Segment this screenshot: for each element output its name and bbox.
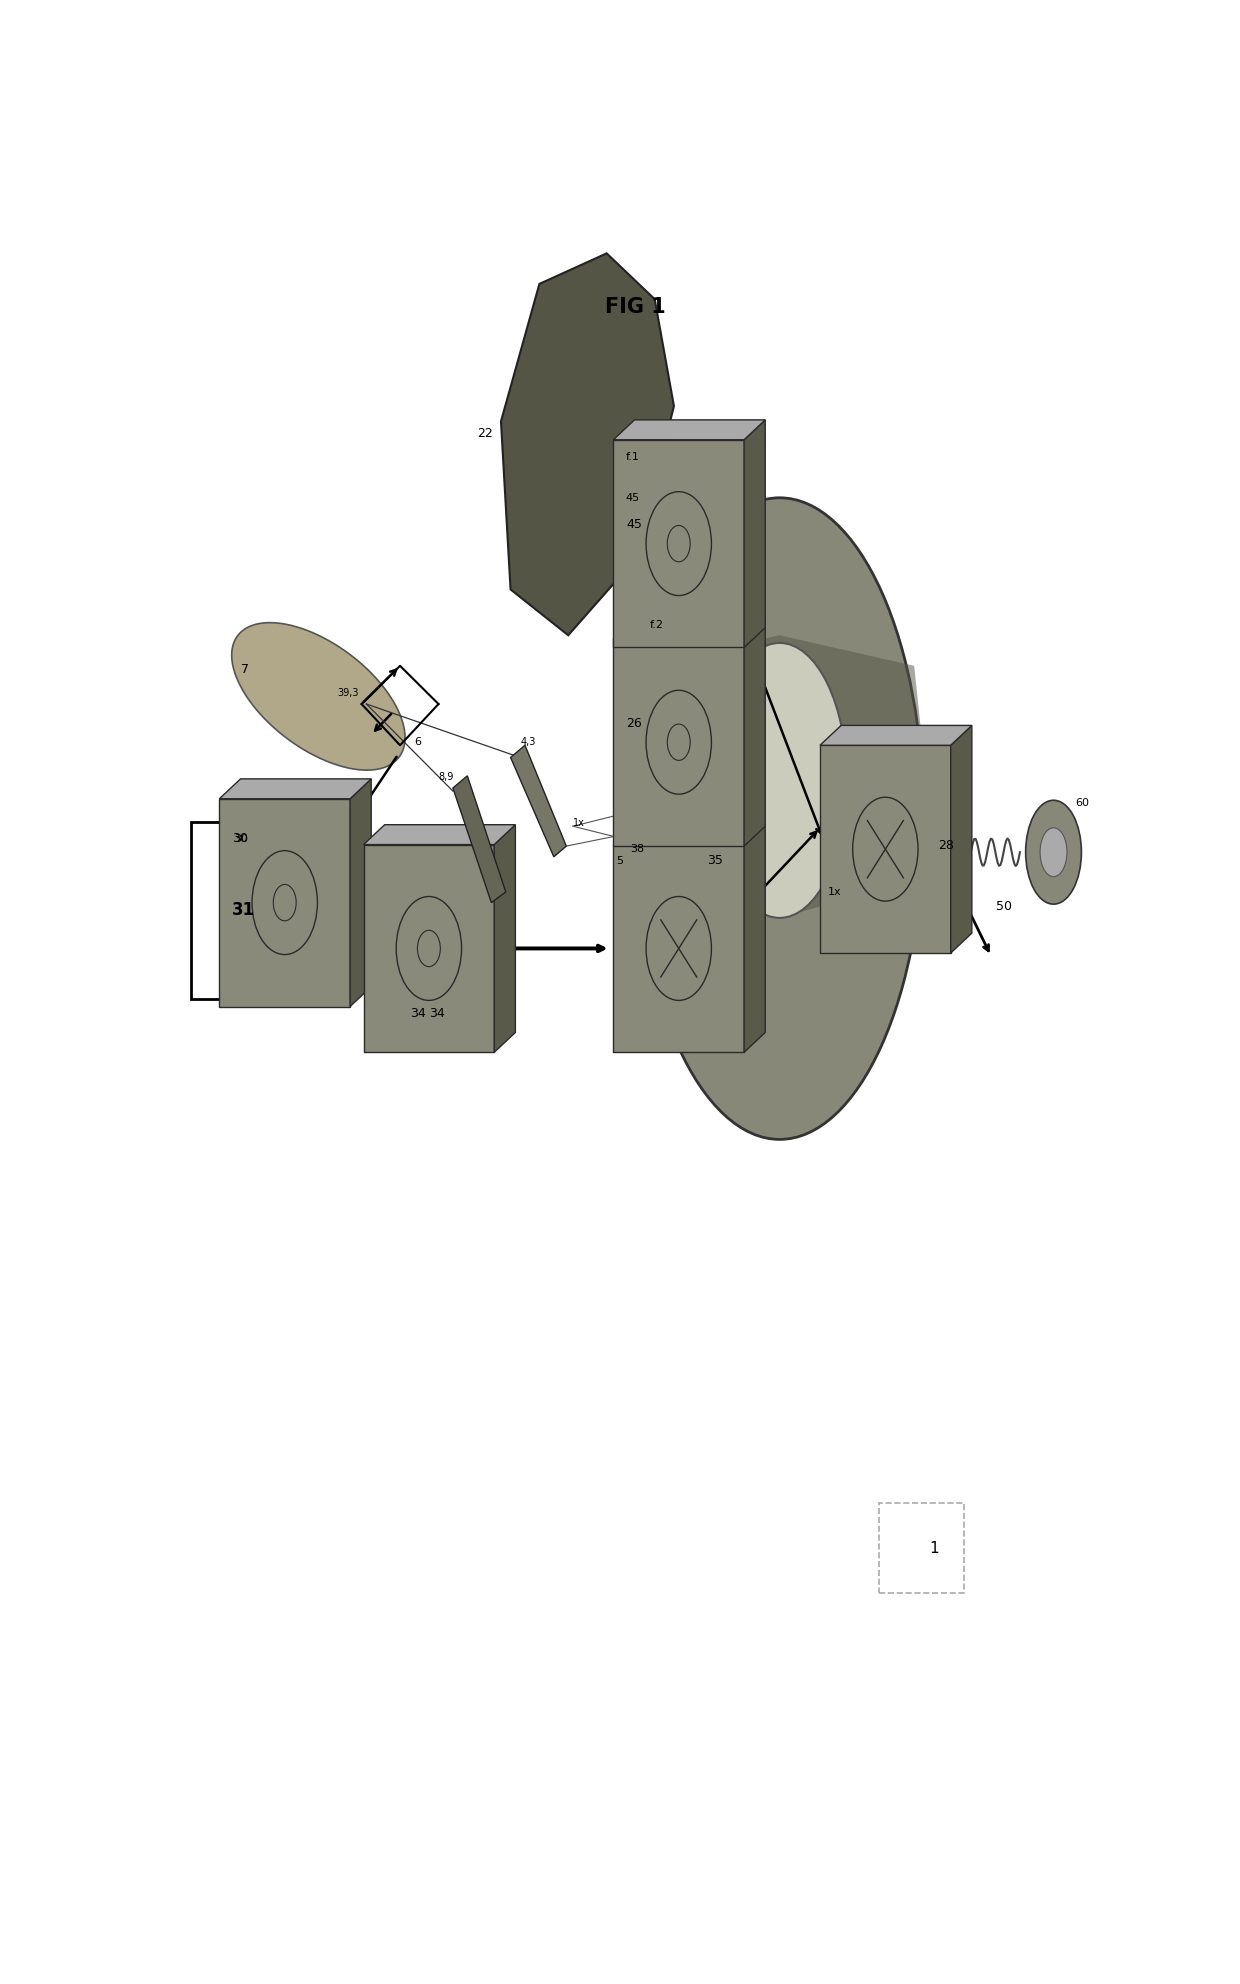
- Polygon shape: [614, 845, 744, 1052]
- Polygon shape: [614, 639, 744, 845]
- Polygon shape: [951, 726, 972, 952]
- Text: 31: 31: [232, 901, 255, 919]
- Text: 6: 6: [414, 738, 422, 748]
- Polygon shape: [219, 780, 371, 800]
- Text: 39,3: 39,3: [337, 688, 360, 698]
- Ellipse shape: [712, 643, 847, 919]
- Polygon shape: [744, 421, 765, 647]
- FancyBboxPatch shape: [191, 821, 298, 998]
- Ellipse shape: [635, 498, 924, 1139]
- Text: 50: 50: [996, 901, 1012, 913]
- Polygon shape: [363, 845, 495, 1052]
- Polygon shape: [501, 254, 675, 635]
- Polygon shape: [635, 635, 924, 919]
- Text: 26: 26: [626, 716, 641, 730]
- Text: 28: 28: [939, 839, 954, 853]
- Text: 35: 35: [708, 855, 723, 867]
- Polygon shape: [614, 440, 744, 647]
- Polygon shape: [820, 746, 951, 952]
- Text: 45: 45: [626, 518, 642, 532]
- Text: 1x: 1x: [573, 817, 585, 827]
- Polygon shape: [614, 825, 765, 845]
- Text: FIG 1: FIG 1: [605, 298, 666, 317]
- Polygon shape: [820, 726, 972, 746]
- Text: 30: 30: [234, 833, 248, 843]
- Text: 38: 38: [630, 845, 644, 855]
- Text: 22: 22: [477, 427, 492, 440]
- Ellipse shape: [1025, 800, 1081, 905]
- Polygon shape: [511, 746, 567, 857]
- Text: 8,9: 8,9: [439, 772, 454, 782]
- Polygon shape: [363, 825, 516, 845]
- Text: 4,3: 4,3: [521, 738, 536, 748]
- Polygon shape: [614, 619, 765, 639]
- Text: 7: 7: [242, 663, 249, 677]
- Text: 34: 34: [409, 1008, 425, 1020]
- Polygon shape: [232, 623, 405, 770]
- FancyBboxPatch shape: [879, 1504, 965, 1593]
- Polygon shape: [744, 619, 765, 845]
- Text: 30: 30: [232, 831, 248, 845]
- Polygon shape: [614, 421, 765, 440]
- Polygon shape: [495, 825, 516, 1052]
- Text: 1x: 1x: [828, 887, 841, 897]
- Ellipse shape: [1040, 827, 1066, 877]
- Text: f.1: f.1: [626, 452, 640, 462]
- Text: 1: 1: [929, 1540, 939, 1555]
- Polygon shape: [350, 780, 371, 1006]
- Polygon shape: [744, 825, 765, 1052]
- Text: 5: 5: [616, 857, 624, 867]
- Text: 45: 45: [626, 492, 640, 502]
- Polygon shape: [453, 776, 506, 903]
- Text: 60: 60: [1075, 798, 1090, 807]
- Text: f.2: f.2: [650, 619, 663, 629]
- Polygon shape: [219, 800, 350, 1006]
- Text: 34: 34: [429, 1008, 445, 1020]
